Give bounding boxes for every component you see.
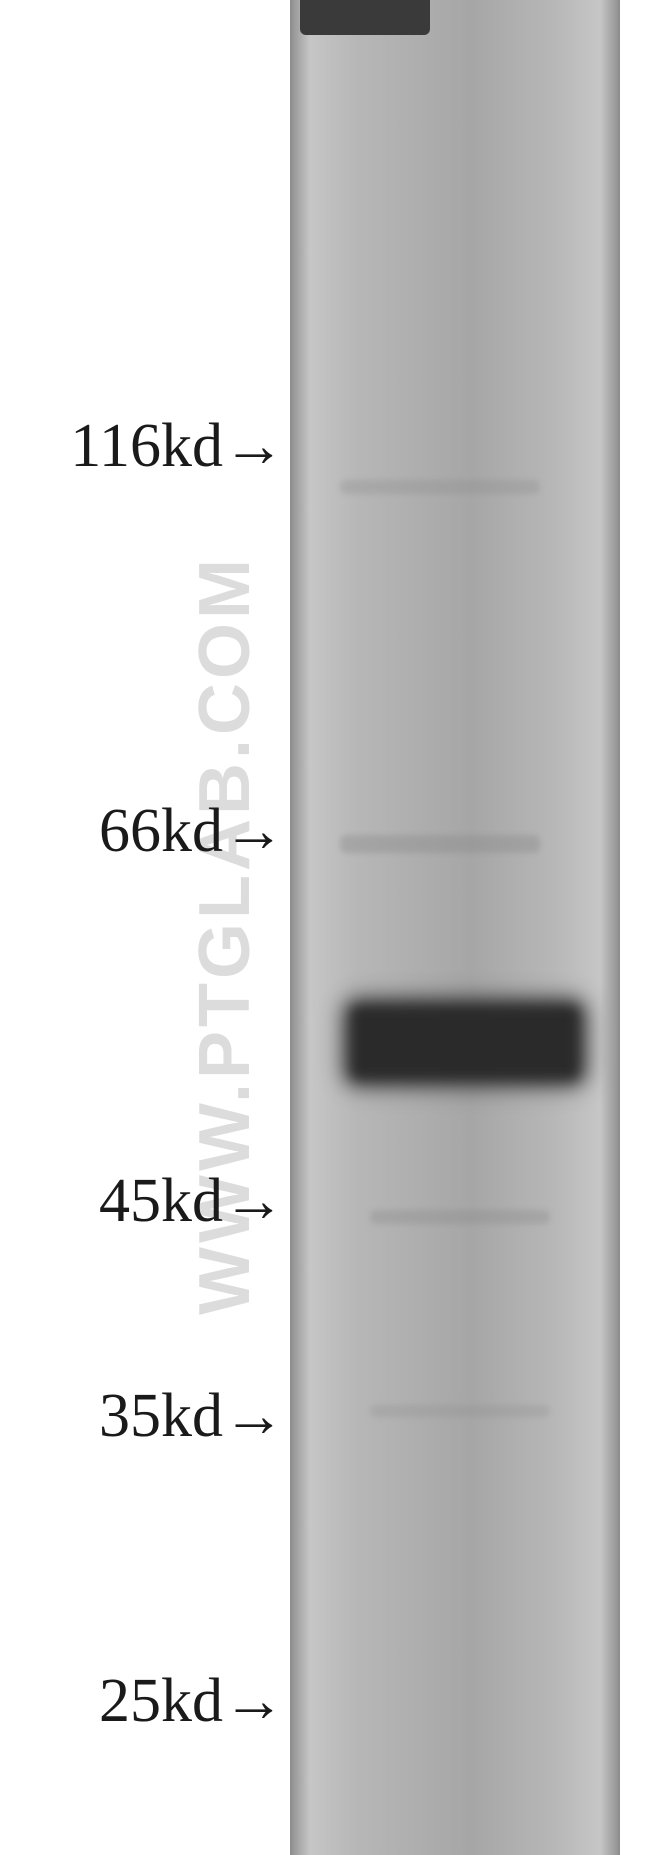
watermark-text: WWW.PTGLAB.COM [184, 335, 266, 1535]
mw-marker-label: 25kd→ [0, 1666, 285, 1737]
arrow-right-icon: → [223, 1166, 285, 1237]
faint-band [370, 1405, 550, 1417]
mw-marker-text: 45kd [99, 1167, 223, 1235]
mw-marker-label: 35kd→ [0, 1381, 285, 1452]
faint-band [340, 835, 540, 853]
arrow-right-icon: → [223, 1666, 285, 1737]
protein-band [350, 1005, 580, 1080]
arrow-right-icon: → [223, 796, 285, 867]
blot-lane [290, 0, 620, 1855]
arrow-right-icon: → [223, 1381, 285, 1452]
mw-marker-text: 66kd [99, 797, 223, 865]
faint-band [340, 480, 540, 494]
arrow-right-icon: → [223, 411, 285, 482]
western-blot: WWW.PTGLAB.COM 116kd→66kd→45kd→35kd→25kd… [0, 0, 650, 1855]
mw-marker-label: 116kd→ [0, 411, 285, 482]
mw-marker-text: 25kd [99, 1667, 223, 1735]
lane-edge-right [618, 0, 620, 1855]
sample-well [300, 0, 430, 35]
faint-band [370, 1210, 550, 1224]
mw-marker-label: 66kd→ [0, 796, 285, 867]
lane-edge-left [290, 0, 292, 1855]
mw-marker-text: 116kd [70, 412, 223, 480]
mw-marker-text: 35kd [99, 1382, 223, 1450]
mw-marker-label: 45kd→ [0, 1166, 285, 1237]
